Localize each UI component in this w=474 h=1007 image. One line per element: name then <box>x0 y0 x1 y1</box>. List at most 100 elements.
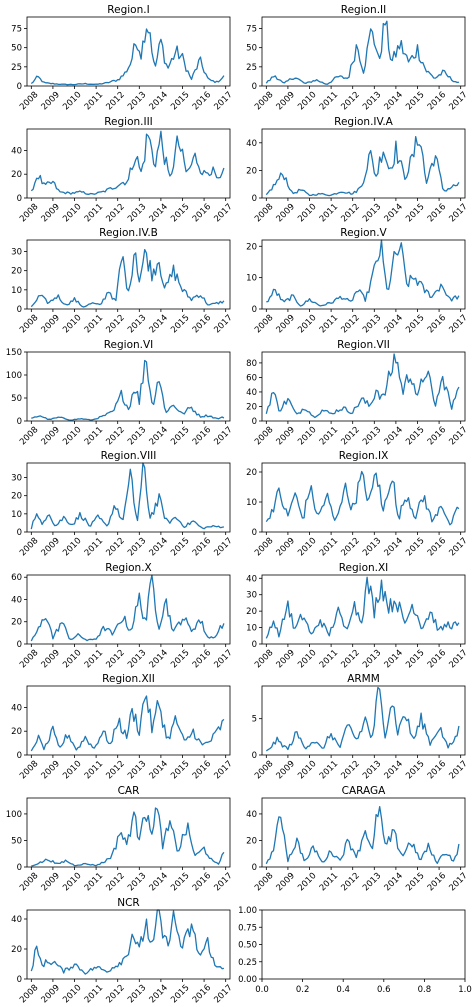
x-tick-label: 2016 <box>191 983 213 1005</box>
series-line <box>30 28 225 86</box>
x-tick-label: 2011 <box>318 648 340 670</box>
x-tick-label: 2014 <box>383 313 405 335</box>
y-tick-label: 20 <box>11 945 22 955</box>
series-line <box>30 248 225 308</box>
x-tick-label: 2012 <box>104 313 126 335</box>
x-tick-label: 2016 <box>426 425 448 447</box>
y-tick-label: 40 <box>11 146 22 156</box>
x-tick-label: 2010 <box>61 983 83 1005</box>
x-tick-label: 2015 <box>169 983 191 1005</box>
x-tick-label: 2010 <box>61 90 83 112</box>
axes-frame <box>26 685 231 756</box>
subplot-title: Region.III <box>104 116 153 128</box>
series-line <box>265 686 460 752</box>
subplot-ncr: NCR 0 20 40 2008 2009 2010 2011 2012 2013 2014 2015… <box>11 897 235 1005</box>
subplot-empty: 0.0 0.2 0.4 0.6 0.8 1.0 0.00 0.25 0.50 0.75 1.00 <box>238 906 472 995</box>
series-line <box>30 462 225 530</box>
x-tick-label: 2017 <box>212 983 234 1005</box>
x-tick-label: 2012 <box>339 90 361 112</box>
axes-frame <box>261 239 466 310</box>
y-tick-label: 20 <box>246 836 257 846</box>
y-tick-label: 20 <box>11 492 22 502</box>
plot-area <box>262 686 465 755</box>
x-tick-label: 2013 <box>126 90 148 112</box>
x-tick-label: 2010 <box>61 202 83 224</box>
y-tick-label: 20 <box>246 468 257 478</box>
axes-frame <box>26 16 231 87</box>
x-tick-label: 2013 <box>361 536 383 558</box>
subplot-title: Region.IX <box>339 450 389 462</box>
x-tick-label: 2012 <box>104 90 126 112</box>
y-tick-label: 0 <box>17 975 22 985</box>
x-tick-label: 2017 <box>212 648 234 670</box>
x-tick-label: 2017 <box>447 202 469 224</box>
x-tick-label: 2016 <box>426 202 448 224</box>
x-tick-label: 2013 <box>126 648 148 670</box>
x-tick-label: 2015 <box>404 313 426 335</box>
x-tick-label: 1.0 <box>458 985 472 995</box>
subplot-title: Region.VII <box>337 339 390 351</box>
series-line <box>31 807 225 867</box>
x-tick-label: 2008 <box>253 202 275 224</box>
x-tick-label: 2015 <box>169 871 191 893</box>
x-tick-label: 2010 <box>61 648 83 670</box>
plot-area <box>27 352 230 421</box>
y-tick-label: 0.25 <box>238 958 257 968</box>
x-tick-label: 2017 <box>212 313 234 335</box>
x-tick-label: 2008 <box>253 871 275 893</box>
x-tick-label: 2015 <box>404 90 426 112</box>
plot-area <box>27 686 230 755</box>
x-tick-label: 2010 <box>61 871 83 893</box>
axes-frame <box>26 239 231 310</box>
x-tick-label: 2016 <box>426 648 448 670</box>
y-tick-label: 75 <box>11 25 22 35</box>
x-tick-label: 2017 <box>447 425 469 447</box>
x-tick-label: 2009 <box>40 313 62 335</box>
y-tick-label: 100 <box>6 810 22 820</box>
y-tick-label: 30 <box>11 248 22 258</box>
x-tick-label: 2010 <box>61 425 83 447</box>
x-tick-label: 2012 <box>339 425 361 447</box>
x-tick-label: 0.0 <box>255 985 269 995</box>
y-tick-label: 20 <box>246 166 257 176</box>
x-tick-label: 2015 <box>404 871 426 893</box>
x-tick-label: 2013 <box>126 425 148 447</box>
x-tick-label: 2014 <box>148 202 170 224</box>
x-tick-label: 2014 <box>148 90 170 112</box>
y-tick-label: 5 <box>252 715 257 725</box>
x-tick-label: 0.4 <box>336 985 350 995</box>
subplot-title: CARAGA <box>342 785 387 797</box>
x-tick-label: 2009 <box>40 425 62 447</box>
x-tick-label: 2013 <box>126 202 148 224</box>
x-tick-label: 0.2 <box>296 985 310 995</box>
y-tick-label: 0.00 <box>238 975 257 985</box>
x-tick-label: 2009 <box>275 202 297 224</box>
y-tick-label: 60 <box>11 573 22 583</box>
plot-area <box>262 240 465 309</box>
x-tick-label: 2008 <box>18 759 40 781</box>
x-tick-label: 2014 <box>383 871 405 893</box>
x-tick-label: 2014 <box>148 871 170 893</box>
x-tick-label: 2017 <box>447 536 469 558</box>
x-tick-label: 2017 <box>212 536 234 558</box>
series-line <box>265 135 460 197</box>
x-tick-label: 2009 <box>40 90 62 112</box>
x-tick-label: 2014 <box>383 536 405 558</box>
x-tick-label: 2012 <box>104 983 126 1005</box>
x-tick-label: 2011 <box>83 983 105 1005</box>
plot-area <box>27 17 230 86</box>
x-tick-label: 2010 <box>296 90 318 112</box>
y-tick-label: 0 <box>17 417 22 427</box>
x-tick-label: 2010 <box>296 425 318 447</box>
x-tick-label: 2010 <box>296 871 318 893</box>
x-tick-label: 2008 <box>253 425 275 447</box>
x-tick-label: 2011 <box>83 536 105 558</box>
series-line <box>265 20 459 85</box>
